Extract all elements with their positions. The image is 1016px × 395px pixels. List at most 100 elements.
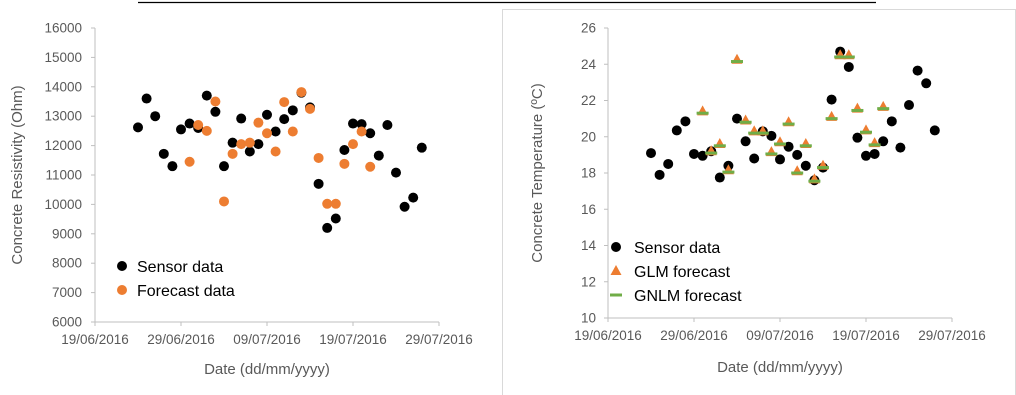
y-tick-label: 20: [581, 129, 596, 144]
x-axis-title: Date (dd/mm/yyyy): [204, 361, 330, 378]
data-point: [749, 153, 760, 164]
data-point: [680, 116, 691, 127]
data-point: [270, 146, 281, 157]
x-tick-label: 29/06/2016: [660, 328, 728, 343]
data-point: [697, 150, 708, 161]
y-tick-label: 7000: [52, 285, 82, 300]
data-point: [929, 125, 940, 136]
x-tick-label: 29/07/2016: [405, 332, 473, 347]
series-gnlm-forecast: [696, 55, 890, 183]
data-point: [878, 136, 889, 147]
legend-label: Sensor data: [137, 259, 223, 276]
y-tick-label: 18: [581, 166, 596, 181]
data-point: [227, 137, 238, 148]
data-point: [313, 152, 324, 163]
data-point: [868, 143, 881, 147]
data-point: [382, 120, 393, 131]
data-point: [133, 122, 143, 133]
data-point: [834, 55, 847, 59]
data-point: [851, 108, 864, 112]
x-tick-label: 09/07/2016: [746, 328, 814, 343]
data-point: [774, 142, 786, 146]
legend-marker: [610, 293, 622, 297]
data-point: [860, 130, 872, 134]
data-point: [176, 124, 186, 135]
data-point: [150, 111, 161, 122]
legend-marker: [610, 265, 622, 275]
data-point: [330, 213, 341, 224]
data-point: [689, 148, 699, 159]
data-point: [782, 122, 795, 126]
data-point: [714, 172, 725, 183]
y-tick-label: 15000: [44, 50, 82, 65]
data-point: [305, 103, 315, 114]
legend-label: GNLM forecast: [634, 288, 742, 305]
data-point: [731, 60, 743, 64]
data-point: [219, 161, 229, 172]
data-point: [671, 125, 682, 136]
data-point: [646, 148, 656, 159]
data-point: [253, 139, 264, 150]
data-point: [279, 114, 290, 125]
y-tick-label: 9000: [52, 226, 82, 241]
data-point: [167, 161, 178, 172]
data-point: [365, 128, 376, 139]
data-point: [193, 120, 204, 131]
data-point: [852, 132, 863, 143]
data-point: [348, 118, 358, 129]
data-point: [339, 158, 350, 169]
data-point: [791, 171, 804, 175]
data-point: [921, 78, 932, 89]
x-tick-label: 19/07/2016: [832, 328, 900, 343]
data-point: [416, 142, 427, 153]
data-point: [740, 136, 751, 147]
y-tick-label: 22: [581, 93, 596, 108]
data-point: [756, 131, 769, 135]
data-point: [244, 146, 255, 157]
chart-panel-1: 6000 7000 8000 9000 10000 11000 12000 13000 1400…: [9, 21, 473, 379]
x-axis-title: Date (dd/mm/yyyy): [717, 359, 843, 376]
data-point: [705, 151, 718, 155]
y-tick-label: 10000: [44, 197, 82, 212]
legend-marker: [117, 261, 127, 271]
y-tick-label: 24: [581, 57, 597, 72]
data-point: [330, 198, 341, 209]
y-tick-label: 26: [581, 21, 596, 36]
y-tick-label: 8000: [52, 256, 82, 271]
data-point: [322, 198, 333, 209]
data-point: [817, 166, 829, 170]
data-point: [739, 120, 752, 124]
data-point: [236, 139, 247, 150]
data-point: [227, 148, 238, 159]
data-point: [861, 150, 871, 161]
data-point: [339, 145, 350, 156]
data-point: [236, 113, 247, 124]
data-point: [912, 65, 923, 76]
legend-marker: [117, 285, 127, 295]
y-tick-label: 14: [581, 238, 597, 253]
data-point: [279, 97, 290, 108]
data-point: [219, 196, 229, 207]
data-point: [373, 150, 384, 161]
y-tick-label: 14000: [44, 79, 82, 94]
data-point: [399, 201, 410, 212]
data-point: [210, 106, 221, 117]
legend-marker: [611, 242, 621, 252]
data-point: [765, 152, 778, 156]
x-tick-label: 19/06/2016: [574, 328, 642, 343]
data-point: [842, 55, 855, 59]
x-tick-label: 29/07/2016: [918, 328, 986, 343]
legend-label: Forecast data: [137, 283, 235, 300]
data-point: [313, 178, 324, 189]
data-point: [201, 90, 212, 101]
series-sensor-data: [133, 87, 427, 233]
data-point: [270, 126, 281, 137]
data-point: [184, 156, 195, 167]
data-point: [904, 100, 914, 111]
data-point: [365, 161, 376, 172]
data-point: [783, 141, 794, 152]
data-point: [869, 148, 880, 159]
data-point: [696, 111, 709, 115]
